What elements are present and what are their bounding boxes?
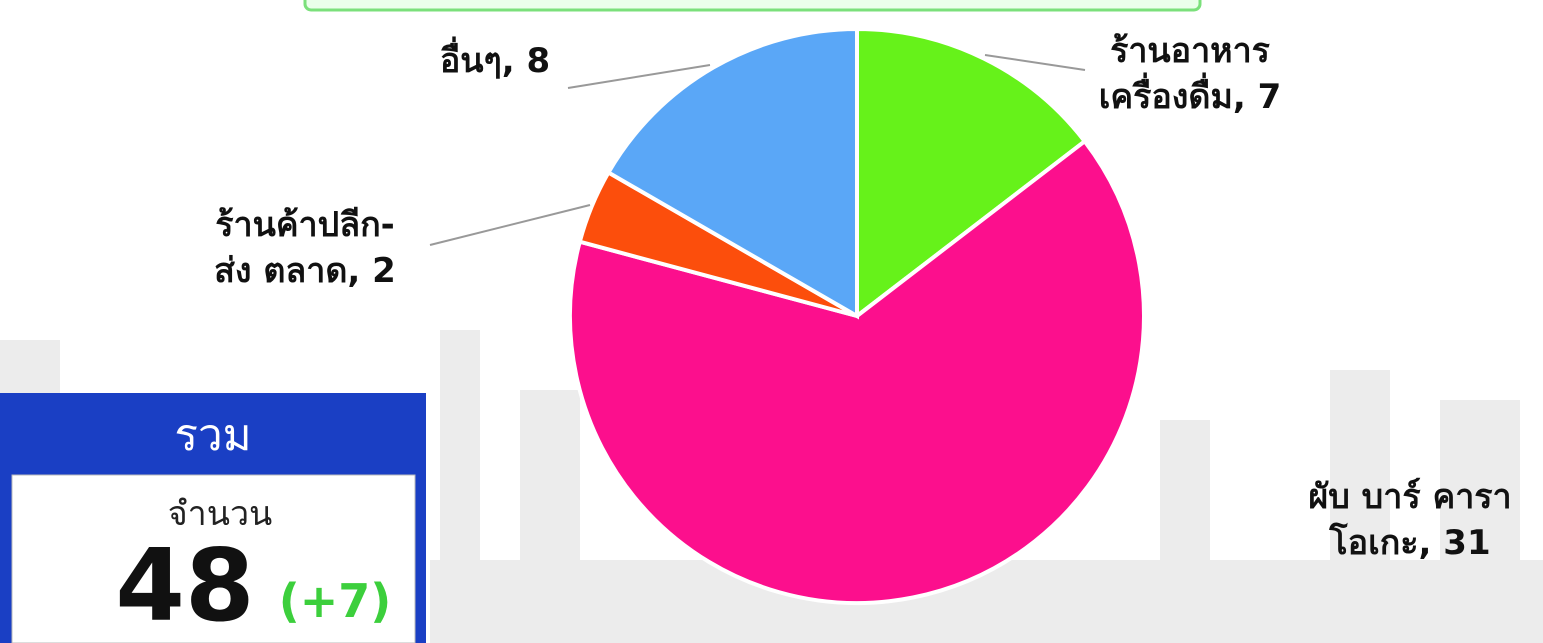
leader-line (567, 64, 711, 89)
data-label: อื่นๆ, 8 (440, 36, 550, 81)
data-label-line: โอเกะ, 31 (1328, 522, 1490, 563)
data-label-line: เครื่องดื่ม, 7 (1099, 72, 1282, 117)
data-label-line: ร้านอาหาร (1110, 31, 1271, 71)
data-label: ร้านค้าปลีก- ส่ง ตลาด, 2 (214, 205, 396, 291)
total-title: รวม (174, 410, 251, 461)
data-label: ร้านอาหารเครื่องดื่ม, 7 (1099, 31, 1282, 117)
title-box (303, 0, 1202, 12)
pie-slice (605, 26, 859, 320)
data-label-line: อื่นๆ, 8 (440, 36, 550, 81)
leader-line (429, 204, 591, 246)
data-label-line: ผับ บาร์ คารา (1308, 477, 1511, 517)
total-label: จำนวน (168, 494, 273, 534)
data-label: ผับ บาร์ คาราโอเกะ, 31 (1308, 477, 1511, 563)
data-label-line: ร้านค้าปลีก- (215, 205, 395, 245)
pie-slice (568, 138, 1146, 605)
total-change: (+7) (279, 574, 392, 628)
total-box: รวม จำนวน 48 (+7) (0, 393, 426, 643)
leader-line (984, 54, 1086, 71)
total-value: 48 (115, 527, 254, 643)
skyline-background (0, 330, 1543, 643)
pie (568, 26, 1146, 605)
pie-slice (855, 26, 1088, 321)
data-label-line: ส่ง ตลาด, 2 (214, 251, 396, 291)
